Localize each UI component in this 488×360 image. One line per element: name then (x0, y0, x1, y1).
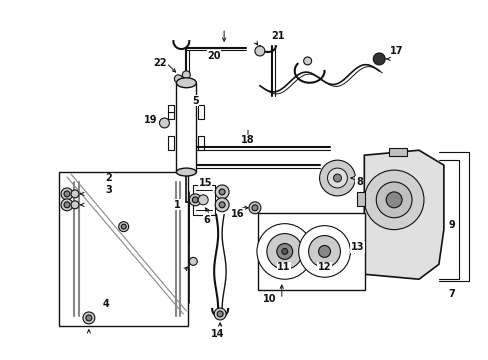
Text: 21: 21 (270, 31, 284, 41)
Circle shape (71, 201, 79, 209)
Bar (168, 136, 174, 150)
Circle shape (372, 53, 385, 65)
Circle shape (215, 185, 228, 199)
Text: 8: 8 (355, 177, 362, 187)
Circle shape (319, 160, 355, 196)
Text: 2: 2 (105, 173, 112, 183)
Text: 17: 17 (389, 46, 403, 56)
Circle shape (281, 248, 287, 255)
Circle shape (61, 188, 73, 200)
Circle shape (318, 246, 330, 257)
Text: 18: 18 (241, 135, 254, 145)
Text: 10: 10 (263, 294, 276, 304)
Circle shape (159, 118, 169, 128)
Text: 9: 9 (447, 220, 454, 230)
Circle shape (327, 168, 346, 188)
Text: 12: 12 (317, 262, 330, 272)
Circle shape (214, 308, 225, 320)
Circle shape (71, 190, 79, 198)
Circle shape (364, 170, 423, 230)
Circle shape (189, 257, 197, 265)
Circle shape (251, 205, 257, 211)
Circle shape (308, 235, 340, 267)
Circle shape (121, 224, 126, 229)
Text: 22: 22 (153, 58, 167, 68)
Circle shape (375, 182, 411, 218)
Text: 13: 13 (350, 243, 364, 252)
Circle shape (386, 192, 401, 208)
Bar (388, 148, 406, 156)
Text: 3: 3 (105, 185, 112, 195)
Circle shape (182, 71, 190, 79)
Circle shape (192, 197, 198, 203)
Polygon shape (364, 150, 443, 279)
Bar (176, 83, 196, 172)
Circle shape (303, 57, 311, 65)
Bar (168, 105, 174, 119)
Circle shape (219, 189, 224, 195)
Ellipse shape (176, 78, 196, 88)
Circle shape (215, 198, 228, 212)
Circle shape (217, 311, 223, 317)
Text: 20: 20 (207, 51, 221, 61)
Circle shape (298, 226, 350, 277)
Text: 19: 19 (143, 116, 157, 126)
Text: 6: 6 (203, 215, 210, 225)
Bar (59, 172, 188, 326)
Text: 1: 1 (174, 200, 181, 210)
Text: 7: 7 (447, 289, 454, 299)
Text: 4: 4 (102, 299, 109, 309)
Text: 5: 5 (191, 96, 198, 105)
Circle shape (254, 46, 264, 56)
Circle shape (276, 243, 292, 260)
Ellipse shape (176, 168, 196, 176)
Text: 11: 11 (277, 262, 290, 272)
Circle shape (61, 199, 73, 211)
Circle shape (83, 312, 95, 324)
Circle shape (266, 234, 302, 269)
Circle shape (64, 191, 70, 197)
Bar (198, 105, 204, 119)
Circle shape (86, 315, 92, 321)
Circle shape (198, 195, 208, 205)
Circle shape (219, 202, 224, 208)
Circle shape (256, 224, 312, 279)
Bar (257, 213, 365, 290)
Bar (193, 185, 215, 215)
Circle shape (64, 202, 70, 208)
Circle shape (333, 174, 341, 182)
Circle shape (248, 202, 261, 214)
Text: 14: 14 (211, 329, 224, 339)
Bar (198, 136, 204, 150)
Text: 16: 16 (231, 209, 244, 219)
Bar (357, 192, 365, 206)
Circle shape (119, 222, 128, 231)
Circle shape (174, 75, 182, 83)
Text: 15: 15 (198, 178, 211, 188)
Circle shape (189, 194, 201, 206)
